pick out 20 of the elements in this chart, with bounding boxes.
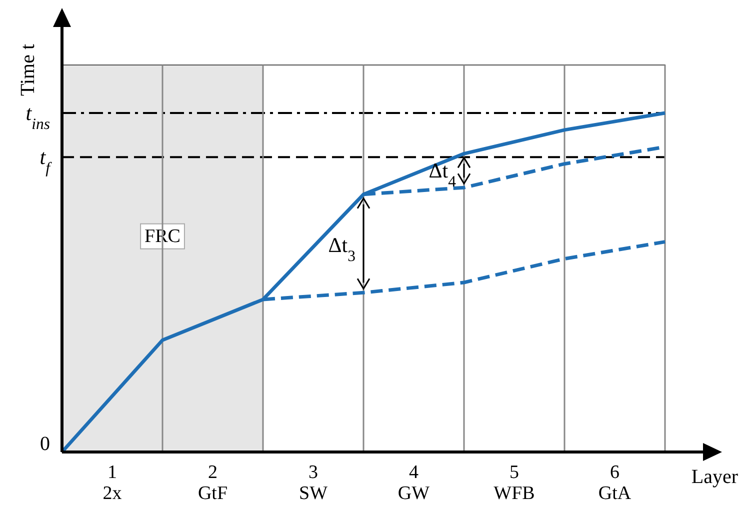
ref-line-label: t$_{f}$ [40,145,53,177]
y-axis-title: Time t [17,44,39,96]
text: WFB [494,483,535,504]
x-tick-label: 5 [510,462,519,483]
text: GtF [198,483,228,504]
annotation: Δt$_{3}$ [328,233,356,265]
text: SW [299,483,328,504]
text: GtA [598,483,632,504]
ref-line-label: t$_{ins}$ [26,101,50,132]
x-tick-label: 3 [308,462,318,483]
x-tick-label: 4 [409,462,419,483]
annotation: Δt$_{4}$ [428,158,456,190]
x-tick-label: 2 [208,462,218,483]
x-tick-label: 1 [108,462,117,483]
text: GW [398,483,430,504]
text: 2x [102,483,122,504]
x-tick-label: 6 [610,462,620,483]
text: 0 [40,433,50,455]
band-label: FRC [144,226,180,247]
x-axis-title: Layer [691,466,738,488]
